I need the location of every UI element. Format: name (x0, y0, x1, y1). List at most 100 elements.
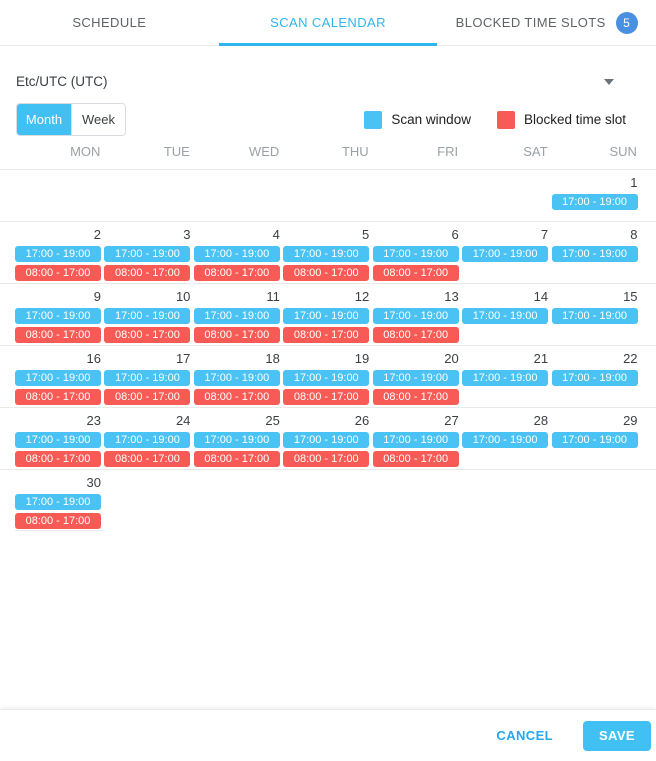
day-number: 1 (630, 175, 638, 190)
blocked-event-chip[interactable]: 08:00 - 17:00 (15, 451, 101, 467)
day-cell (552, 470, 641, 531)
blocked-event-chip[interactable]: 08:00 - 17:00 (104, 265, 191, 281)
blocked-event-chip[interactable]: 08:00 - 17:00 (15, 265, 101, 281)
tab-schedule[interactable]: SCHEDULE (0, 0, 219, 45)
day-cell (283, 170, 372, 221)
blocked-event-chip[interactable]: 08:00 - 17:00 (15, 513, 101, 529)
blocked-event-chip[interactable]: 08:00 - 17:00 (193, 327, 280, 343)
blocked-event-chip[interactable]: 08:00 - 17:00 (193, 389, 280, 405)
blocked-event-chip[interactable]: 08:00 - 17:00 (193, 265, 280, 281)
day-cell (373, 470, 462, 531)
day-cell: 30 17:00 - 19:00 08:00 - 17:00 (15, 470, 104, 531)
day-cell: 2 17:00 - 19:00 08:00 - 17:00 (15, 222, 104, 283)
blocked-color-swatch (496, 110, 515, 129)
day-header-wed: WED (248, 144, 280, 159)
scan-event-chip[interactable]: 17:00 - 19:00 (104, 432, 191, 448)
scan-event-chip[interactable]: 17:00 - 19:00 (551, 308, 638, 324)
scan-event-chip[interactable]: 17:00 - 19:00 (372, 308, 459, 324)
tab-scan-calendar[interactable]: SCAN CALENDAR (218, 0, 438, 46)
scan-event-chip[interactable]: 17:00 - 19:00 (372, 246, 459, 262)
scan-event-chip[interactable]: 17:00 - 19:00 (15, 246, 101, 262)
day-cell (194, 170, 283, 221)
day-number: 24 (175, 413, 191, 428)
day-number: 5 (362, 227, 370, 242)
blocked-event-chip[interactable]: 08:00 - 17:00 (283, 451, 370, 467)
blocked-event-chip[interactable]: 08:00 - 17:00 (15, 327, 101, 343)
scan-event-chip[interactable]: 17:00 - 19:00 (462, 432, 549, 448)
blocked-event-chip[interactable]: 08:00 - 17:00 (372, 451, 459, 467)
month-button[interactable]: Month (17, 104, 71, 135)
blocked-event-chip[interactable]: 08:00 - 17:00 (372, 389, 459, 405)
scan-event-chip[interactable]: 17:00 - 19:00 (462, 308, 549, 324)
scan-event-chip[interactable]: 17:00 - 19:00 (104, 246, 191, 262)
scan-event-chip[interactable]: 17:00 - 19:00 (104, 370, 191, 386)
day-cell (15, 170, 104, 221)
legend-label: Scan window (391, 112, 471, 127)
day-cell: 26 17:00 - 19:00 08:00 - 17:00 (283, 408, 372, 469)
day-number: 28 (533, 413, 549, 428)
calendar-grid: 1 17:00 - 19:00 2 17:00 - 19:00 08:00 - 17:0… (0, 170, 656, 531)
blocked-event-chip[interactable]: 08:00 - 17:00 (372, 327, 459, 343)
scan-event-chip[interactable]: 17:00 - 19:00 (551, 432, 638, 448)
blocked-event-chip[interactable]: 08:00 - 17:00 (283, 389, 370, 405)
day-number: 18 (265, 351, 280, 366)
week-button[interactable]: Week (71, 104, 125, 135)
blocked-event-chip[interactable]: 08:00 - 17:00 (104, 327, 191, 343)
scan-event-chip[interactable]: 17:00 - 19:00 (193, 370, 280, 386)
scan-event-chip[interactable]: 17:00 - 19:00 (551, 370, 638, 386)
scan-event-chip[interactable]: 17:00 - 19:00 (193, 246, 280, 262)
save-button[interactable]: SAVE (583, 720, 651, 751)
blocked-event-chip[interactable]: 08:00 - 17:00 (193, 451, 280, 467)
day-number: 22 (623, 351, 638, 366)
day-cell (194, 470, 283, 531)
scan-event-chip[interactable]: 17:00 - 19:00 (283, 308, 370, 324)
day-cell: 15 17:00 - 19:00 (551, 284, 641, 345)
day-cell: 13 17:00 - 19:00 08:00 - 17:00 (372, 284, 462, 345)
blocked-event-chip[interactable]: 08:00 - 17:00 (15, 389, 101, 405)
scan-event-chip[interactable]: 17:00 - 19:00 (551, 246, 638, 262)
scan-event-chip[interactable]: 17:00 - 19:00 (283, 370, 370, 386)
day-header-sun: SUN (609, 144, 637, 159)
scan-event-chip[interactable]: 17:00 - 19:00 (15, 432, 101, 448)
scan-event-chip[interactable]: 17:00 - 19:00 (104, 308, 191, 324)
scan-event-chip[interactable]: 17:00 - 19:00 (15, 370, 101, 386)
day-number: 8 (630, 227, 638, 242)
scan-event-chip[interactable]: 17:00 - 19:00 (462, 246, 549, 262)
day-cell: 29 17:00 - 19:00 (551, 408, 641, 469)
scan-event-chip[interactable]: 17:00 - 19:00 (193, 432, 280, 448)
tab-blocked-time-slots[interactable]: BLOCKED TIME SLOTS 5 (437, 0, 656, 45)
scan-event-chip[interactable]: 17:00 - 19:00 (15, 308, 101, 324)
cancel-button[interactable]: CANCEL (496, 728, 553, 743)
blocked-event-chip[interactable]: 08:00 - 17:00 (104, 451, 191, 467)
scan-event-chip[interactable]: 17:00 - 19:00 (283, 432, 370, 448)
day-cell (104, 470, 193, 531)
day-number: 11 (266, 289, 280, 304)
scan-event-chip[interactable]: 17:00 - 19:00 (462, 370, 549, 386)
day-number: 2 (93, 227, 101, 242)
blocked-event-chip[interactable]: 08:00 - 17:00 (283, 327, 370, 343)
legend-item-blocked: Blocked time slot (496, 110, 626, 129)
day-cell (373, 170, 462, 221)
week-row: 1 17:00 - 19:00 (0, 170, 656, 222)
scan-event-chip[interactable]: 17:00 - 19:00 (372, 432, 459, 448)
day-number: 4 (272, 227, 280, 242)
blocked-event-chip[interactable]: 08:00 - 17:00 (104, 389, 191, 405)
week-row: 30 17:00 - 19:00 08:00 - 17:00 (0, 470, 656, 531)
scan-event-chip[interactable]: 17:00 - 19:00 (551, 194, 638, 210)
scan-event-chip[interactable]: 17:00 - 19:00 (15, 494, 101, 510)
timezone-select[interactable]: Etc/UTC (UTC) (16, 74, 640, 89)
day-cell: 3 17:00 - 19:00 08:00 - 17:00 (104, 222, 193, 283)
day-number: 26 (354, 413, 370, 428)
day-cell: 24 17:00 - 19:00 08:00 - 17:00 (104, 408, 193, 469)
day-cell: 9 17:00 - 19:00 08:00 - 17:00 (15, 284, 104, 345)
scan-event-chip[interactable]: 17:00 - 19:00 (372, 370, 459, 386)
day-number: 13 (444, 289, 459, 304)
day-header-fri: FRI (437, 144, 459, 159)
scan-event-chip[interactable]: 17:00 - 19:00 (193, 308, 280, 324)
scan-event-chip[interactable]: 17:00 - 19:00 (283, 246, 370, 262)
day-number: 12 (354, 289, 370, 304)
day-cell: 23 17:00 - 19:00 08:00 - 17:00 (15, 408, 104, 469)
day-cell: 21 17:00 - 19:00 (462, 346, 551, 407)
blocked-event-chip[interactable]: 08:00 - 17:00 (372, 265, 459, 281)
blocked-event-chip[interactable]: 08:00 - 17:00 (283, 265, 370, 281)
